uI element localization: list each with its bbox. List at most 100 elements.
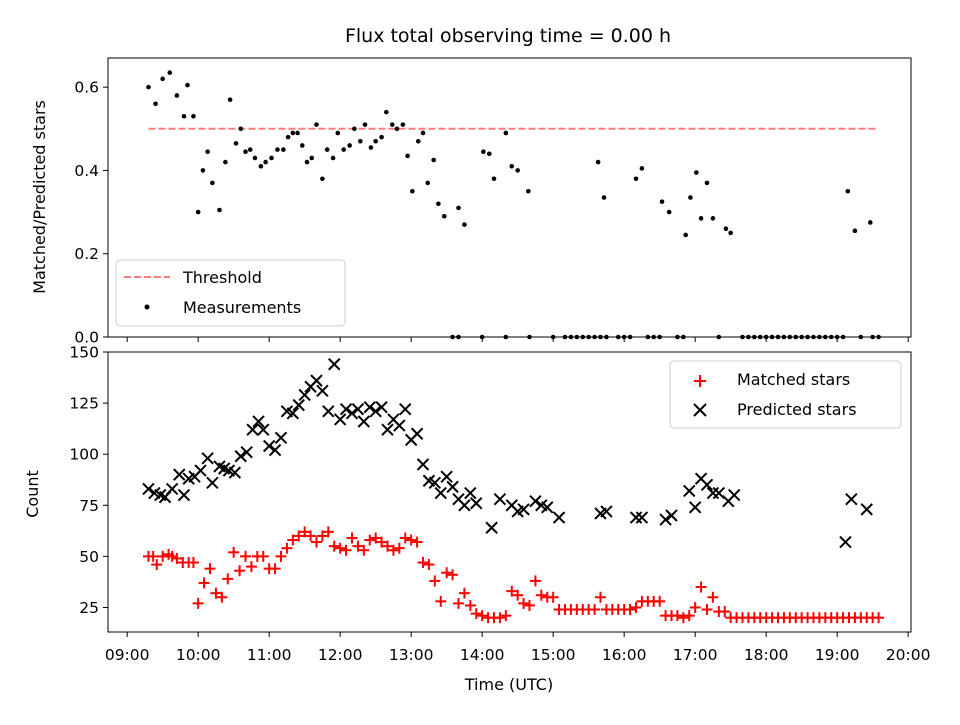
matched-star-point [340, 544, 352, 556]
predicted-star-point [700, 478, 714, 492]
matched-star-point [358, 544, 370, 556]
measurement-point [384, 109, 389, 115]
x-tick-label: 10:00 [176, 646, 221, 664]
matched-star-point [187, 557, 199, 569]
matched-star-point [257, 550, 269, 562]
matched-star-point [873, 612, 885, 624]
measurement-point [357, 138, 363, 144]
matched-star-point [452, 597, 464, 609]
measurement-point [300, 143, 305, 148]
measurement-point [335, 130, 341, 136]
bottom-legend: Matched stars Predicted stars [669, 360, 902, 429]
matched-star-point [547, 591, 559, 603]
measurement-point [160, 76, 165, 82]
matched-star-point [476, 610, 488, 622]
matched-star-point [589, 604, 601, 616]
measurement-point [275, 147, 280, 152]
measurement-point [243, 149, 248, 154]
predicted-star-point [177, 488, 191, 502]
matched-star-point [228, 546, 240, 558]
measurement-point [410, 188, 415, 194]
measurement-point [205, 149, 210, 154]
measurement-point [153, 101, 158, 107]
measurement-point [146, 84, 151, 90]
measurement-point [210, 180, 215, 186]
matched-star-point [147, 550, 159, 562]
matched-star-point [512, 589, 524, 601]
legend-measurements-label: Measurements [183, 298, 301, 317]
measurement-point [710, 216, 716, 221]
predicted-star-point [228, 466, 242, 479]
measurement-point [509, 163, 515, 169]
predicted-star-point [363, 400, 376, 414]
measurement-point [281, 147, 286, 152]
measurement-point [195, 209, 201, 215]
matched-star-point [683, 610, 695, 622]
top-y-tick-label: 0.0 [74, 329, 99, 347]
predicted-star-point [393, 419, 406, 432]
predicted-star-point [464, 486, 477, 500]
predicted-star-point [860, 503, 873, 516]
predicted-star-point [292, 398, 305, 412]
matched-star-point [269, 563, 281, 575]
predicted-star-point [688, 501, 702, 514]
matched-star-point [441, 567, 453, 579]
measurement-point [174, 93, 180, 98]
bottom-y-tick-label: 25 [79, 599, 99, 617]
bottom-y-tick-label: 75 [79, 497, 99, 515]
matched-star-point [346, 532, 358, 544]
measurement-point [683, 232, 688, 238]
predicted-star-point [600, 505, 613, 518]
predicted-star-point [268, 443, 282, 457]
predicted-star-point [252, 415, 265, 428]
measurement-point [223, 159, 228, 165]
matched-star-point [423, 559, 435, 571]
predicted-star-point [173, 468, 186, 481]
matched-star-point [411, 536, 423, 548]
star-count-panel: Count Time (UTC) 25 50 75 100 125 150 09:00 10:… [23, 344, 930, 695]
top-plot-frame [107, 57, 912, 338]
x-tick-label: 09:00 [105, 646, 150, 664]
matched-star-point [594, 591, 606, 603]
matched-star-point [234, 565, 246, 577]
matched-star-point [245, 561, 257, 573]
measurement-point [481, 149, 486, 154]
predicted-star-point [659, 513, 672, 526]
predicted-star-point [470, 497, 483, 510]
measurement-point [389, 122, 395, 127]
legend-predicted-label: Predicted stars [737, 400, 857, 419]
measurement-point [462, 222, 467, 227]
measurement-point [425, 180, 431, 186]
predicted-star-point [665, 509, 678, 522]
top-y-tick-label: 0.6 [74, 79, 99, 97]
matched-star-point [216, 591, 228, 603]
x-tick-label: 14:00 [460, 646, 505, 664]
x-tick-label: 17:00 [673, 646, 718, 664]
matched-star-point [328, 540, 340, 552]
matched-star-point [677, 612, 689, 624]
measurement-point [415, 138, 421, 144]
predicted-star-point [286, 407, 300, 420]
matched-star-point [352, 540, 364, 552]
matched-star-point [287, 534, 299, 546]
measurement-point [217, 207, 222, 213]
x-tick-label: 16:00 [602, 646, 647, 664]
matched-star-point [695, 581, 707, 593]
predicted-star-point [381, 423, 394, 436]
top-y-axis-label: Matched/Predicted stars [30, 100, 49, 294]
predicted-star-point [683, 484, 696, 498]
measurement-point [379, 134, 384, 140]
measurement-point [431, 157, 436, 163]
predicted-star-point [240, 445, 253, 459]
measurement-point [515, 168, 520, 173]
measurement-point [290, 130, 296, 136]
measurement-point [441, 213, 447, 219]
predicted-star-point [298, 388, 311, 402]
bottom-y-tick-label: 125 [69, 395, 99, 413]
matched-star-point [305, 530, 317, 542]
matched-star-point [417, 557, 429, 569]
predicted-star-point [375, 400, 388, 414]
matched-star-point [198, 577, 210, 589]
matched-star-point [494, 612, 506, 624]
predicted-star-point [339, 403, 353, 416]
